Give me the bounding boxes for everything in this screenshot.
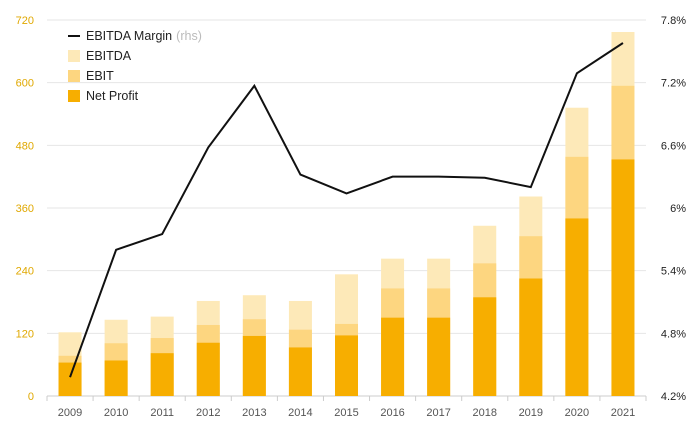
x-tick-label: 2013 bbox=[242, 407, 266, 419]
y-left-tick-label: 360 bbox=[16, 203, 34, 215]
bar-net-profit bbox=[288, 347, 312, 396]
bar-net-profit bbox=[150, 353, 174, 396]
bar-net-profit bbox=[611, 159, 635, 396]
x-tick-label: 2012 bbox=[196, 407, 220, 419]
x-tick-label: 2018 bbox=[472, 407, 496, 419]
y-right-tick-label: 4.8% bbox=[661, 328, 686, 340]
y-right-tick-label: 7.2% bbox=[661, 78, 686, 90]
y-left-tick-label: 480 bbox=[16, 140, 34, 152]
bar-net-profit bbox=[381, 317, 405, 396]
legend-swatch-icon bbox=[68, 50, 80, 62]
x-tick-label: 2016 bbox=[380, 407, 404, 419]
legend-label: EBITDA Margin bbox=[86, 29, 172, 43]
y-left-tick-label: 0 bbox=[28, 391, 34, 403]
legend-label: Net Profit bbox=[86, 89, 139, 103]
bar-net-profit bbox=[335, 335, 358, 396]
x-tick-label: 2015 bbox=[334, 407, 358, 419]
bar-net-profit bbox=[473, 297, 497, 396]
x-tick-label: 2014 bbox=[288, 407, 312, 419]
x-tick-label: 2021 bbox=[611, 407, 635, 419]
y-right-tick-label: 4.2% bbox=[661, 391, 686, 403]
legend-swatch-icon bbox=[68, 90, 80, 102]
ebitda-margin-line bbox=[69, 42, 624, 378]
x-tick-label: 2017 bbox=[426, 407, 450, 419]
legend-label: EBIT bbox=[86, 69, 114, 83]
y-right-tick-label: 5.4% bbox=[661, 266, 686, 278]
x-tick-label: 2020 bbox=[565, 407, 589, 419]
x-tick-label: 2011 bbox=[150, 407, 174, 419]
x-tick-label: 2009 bbox=[58, 407, 82, 419]
bar-net-profit bbox=[427, 317, 451, 396]
x-tick-label: 2010 bbox=[104, 407, 128, 419]
bar-net-profit bbox=[196, 342, 220, 396]
y-left-tick-label: 600 bbox=[16, 78, 34, 90]
bar-net-profit bbox=[565, 218, 589, 396]
bar-net-profit bbox=[519, 278, 543, 396]
y-left-tick-label: 240 bbox=[16, 266, 34, 278]
x-tick-label: 2019 bbox=[519, 407, 543, 419]
y-left-tick-label: 720 bbox=[16, 15, 34, 27]
y-right-tick-label: 6% bbox=[670, 203, 686, 215]
y-right-tick-label: 7.8% bbox=[661, 15, 686, 27]
legend-note: (rhs) bbox=[176, 29, 202, 43]
bar-net-profit bbox=[58, 362, 82, 396]
bar-net-profit bbox=[104, 360, 128, 396]
bar-net-profit bbox=[242, 335, 266, 396]
legend-label: EBITDA bbox=[86, 49, 132, 63]
legend-swatch-icon bbox=[68, 70, 80, 82]
y-left-tick-label: 120 bbox=[16, 328, 34, 340]
y-right-tick-label: 6.6% bbox=[661, 140, 686, 152]
